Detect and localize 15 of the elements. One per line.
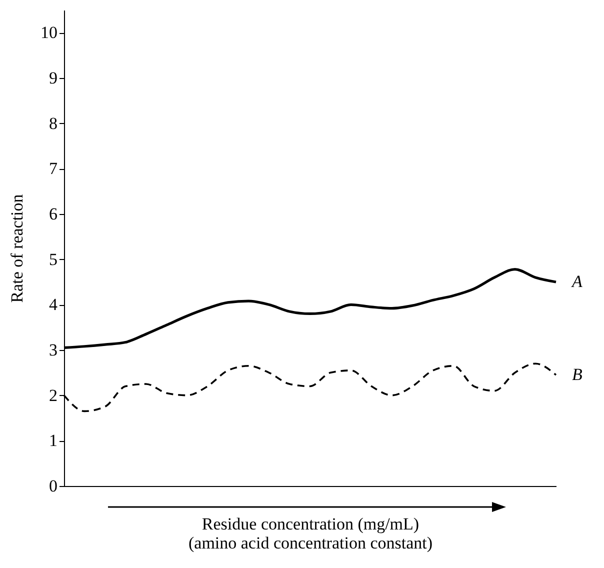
y-tick-label: 3 bbox=[49, 340, 58, 360]
y-tick-label: 7 bbox=[49, 159, 58, 178]
y-tick-label: 1 bbox=[49, 431, 58, 450]
y-tick-label: 6 bbox=[49, 204, 58, 224]
series-label: A bbox=[571, 272, 583, 291]
y-tick-label: 5 bbox=[49, 250, 58, 269]
y-tick-label: 4 bbox=[49, 295, 58, 314]
y-tick-label: 0 bbox=[49, 476, 58, 496]
y-tick-label: 10 bbox=[40, 23, 58, 42]
y-tick-label: 8 bbox=[49, 114, 58, 133]
series-label: B bbox=[572, 364, 583, 384]
y-tick-label: 9 bbox=[49, 68, 58, 88]
y-axis-title: Rate of reaction bbox=[8, 194, 26, 303]
y-tick-label: 2 bbox=[49, 386, 58, 405]
x-axis-title: Residue concentration (mg/mL) (amino acid concentration constant) bbox=[188, 514, 433, 552]
